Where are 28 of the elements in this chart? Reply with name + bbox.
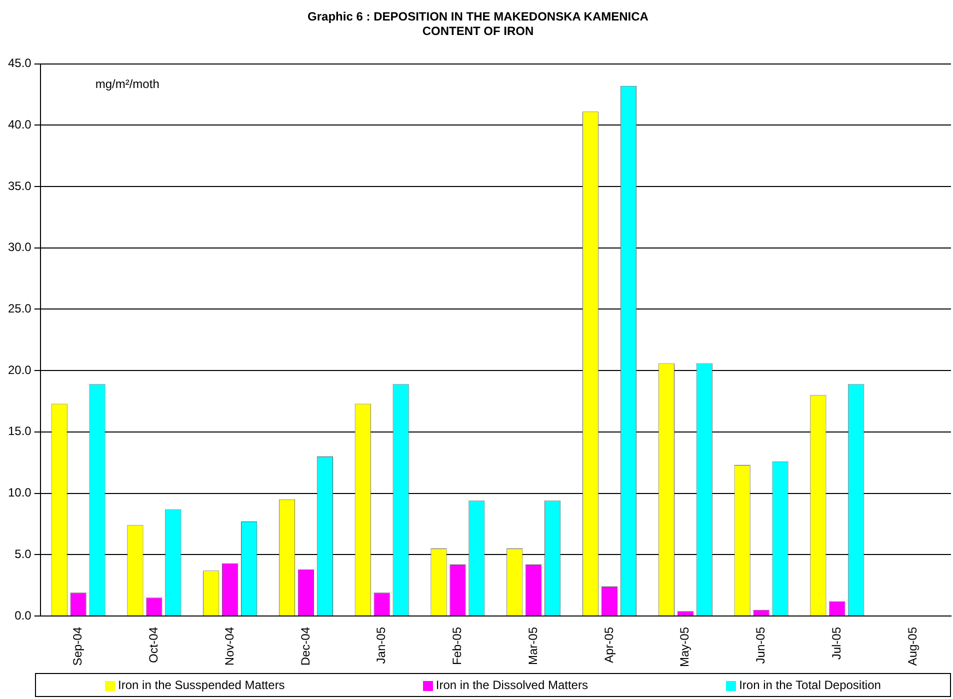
annotation: mg/m²/moth bbox=[95, 76, 160, 91]
x-tick-label: Mar-05 bbox=[526, 626, 540, 665]
x-tick-label: Dec-04 bbox=[298, 626, 312, 666]
legend-label: Iron in the Susspended Matters bbox=[117, 678, 285, 692]
y-tick-label: 35.0 bbox=[8, 178, 32, 193]
y-tick-label: 15.0 bbox=[8, 424, 32, 438]
x-tick-label: Jun-05 bbox=[754, 626, 768, 664]
x-tick-label: May-05 bbox=[678, 626, 692, 667]
y-tick-label: 40.0 bbox=[8, 117, 32, 132]
legend-label: Iron in the Dissolved Matters bbox=[434, 678, 588, 692]
x-tick-label: Apr-05 bbox=[602, 626, 616, 664]
legend-label: Iron in the Total Deposition bbox=[738, 678, 881, 692]
x-tick-label: Oct-04 bbox=[146, 626, 160, 663]
y-tick-label: 0.0 bbox=[14, 608, 32, 622]
y-tick-label: 5.0 bbox=[14, 546, 32, 561]
x-tick-label: Feb-05 bbox=[450, 626, 464, 666]
y-tick-label: 45.0 bbox=[8, 56, 32, 70]
y-tick-label: 10.0 bbox=[8, 486, 32, 500]
x-tick-label: Aug-05 bbox=[905, 626, 920, 666]
x-tick-label: Nov-04 bbox=[222, 626, 236, 666]
y-tick-label: 30.0 bbox=[8, 240, 32, 254]
x-tick-label: Jul-05 bbox=[829, 626, 844, 660]
text: Graphic 6 : DEPOSITION IN THE MAKEDONSKA KAMENICA bbox=[308, 10, 648, 24]
x-tick-label: Jan-05 bbox=[374, 626, 388, 664]
y-tick-label: 20.0 bbox=[8, 362, 32, 377]
y-tick-label: 25.0 bbox=[8, 302, 32, 316]
text: CONTENT OF IRON bbox=[422, 24, 534, 38]
x-tick-label: Sep-04 bbox=[70, 626, 85, 666]
